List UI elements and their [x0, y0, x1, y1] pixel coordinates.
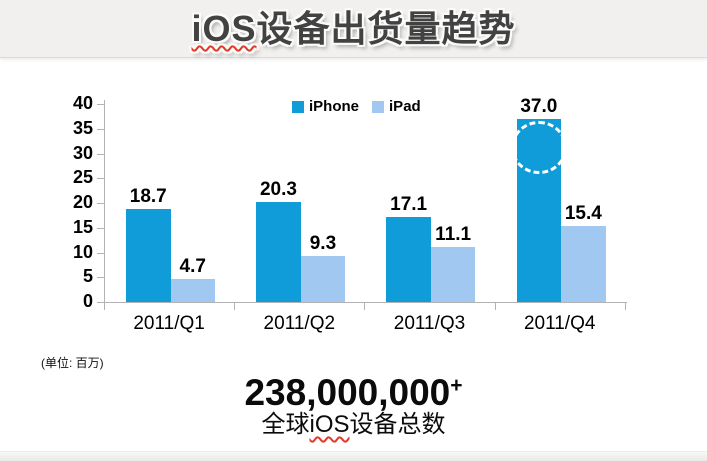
bar-ipad-2011-q2	[300, 255, 346, 302]
bar-iphone-2011-q3	[386, 217, 431, 302]
bar-iphone-2011-q1	[126, 209, 171, 302]
bar-value-label-ipad-2011-q4: 15.4	[564, 202, 602, 224]
bar-value-label-iphone-2011-q2: 20.3	[259, 178, 297, 200]
y-axis-label: 35	[72, 117, 93, 138]
total-number-value: 238,000,000	[244, 372, 451, 413]
bar-ipad-2011-q1	[170, 278, 215, 302]
total-number-plus: +	[450, 374, 463, 397]
y-axis-tick	[97, 153, 104, 155]
y-axis-tick	[97, 227, 104, 229]
y-axis-tick	[97, 104, 104, 105]
bar-value-label-ipad-2011-q1: 4.7	[179, 255, 206, 277]
y-axis-label: 30	[72, 142, 93, 163]
total-number: 238,000,000+	[0, 365, 707, 414]
legend-item-iphone: iPhone	[292, 99, 359, 115]
y-axis-line	[104, 100, 105, 303]
y-axis-tick	[97, 252, 104, 254]
x-axis-line	[104, 302, 627, 303]
y-axis-label: 0	[82, 291, 93, 311]
bar-value-label-iphone-2011-q1: 18.7	[129, 186, 167, 208]
bar-value-label-ipad-2011-q2: 9.3	[309, 232, 337, 254]
x-axis-tick	[624, 302, 626, 310]
slide-title-rest: 设备出货量趋势	[256, 8, 516, 49]
legend-label-ipad: iPad	[389, 98, 421, 115]
x-axis-tick	[104, 302, 105, 310]
x-axis-label: 2011/Q3	[393, 313, 466, 334]
y-axis-label: 25	[72, 167, 93, 188]
bar-ipad-2011-q4	[561, 225, 606, 302]
y-axis-label: 15	[72, 216, 93, 237]
y-axis-tick	[97, 128, 104, 130]
legend: iPhone iPad	[292, 99, 421, 115]
caption: 全球iOS设备总数	[0, 410, 707, 440]
bar-iphone-2011-q2	[256, 201, 301, 302]
legend-swatch-ipad	[372, 101, 385, 113]
y-axis-tick	[97, 178, 104, 180]
legend-label-iphone: iPhone	[309, 98, 360, 115]
legend-swatch-iphone	[292, 101, 304, 113]
caption-ios: iOS	[309, 411, 350, 438]
x-axis-label: 2011/Q4	[523, 313, 596, 334]
y-axis-label: 10	[72, 241, 93, 262]
bar-value-label-iphone-2011-q3: 17.1	[390, 194, 428, 216]
highlight-ellipse	[510, 120, 567, 174]
y-axis-label: 20	[72, 192, 93, 212]
caption-suffix: 设备总数	[349, 411, 446, 438]
y-axis-label: 5	[82, 266, 93, 287]
y-axis-tick	[97, 203, 104, 204]
x-axis-tick	[234, 302, 236, 310]
slide-title-ios: iOS	[191, 8, 257, 49]
slide-title: iOS设备出货量趋势	[0, 7, 707, 51]
x-axis-label: 2011/Q2	[263, 313, 336, 334]
unit-note: (单位: 百万)	[41, 356, 104, 370]
x-axis-label: 2011/Q1	[133, 313, 205, 334]
y-axis-tick	[97, 302, 104, 303]
x-axis-tick	[494, 302, 496, 310]
bar-value-label-iphone-2011-q4: 37.0	[520, 95, 558, 117]
bar-ipad-2011-q3	[430, 247, 476, 302]
x-axis-tick	[364, 302, 366, 310]
y-axis-label: 40	[72, 93, 93, 113]
title-bar: iOS设备出货量趋势	[0, 0, 707, 58]
footer-strip	[0, 451, 707, 461]
caption-prefix: 全球	[261, 411, 310, 438]
y-axis-tick	[97, 277, 104, 279]
bar-value-label-ipad-2011-q3: 11.1	[435, 224, 472, 246]
legend-item-ipad: iPad	[372, 99, 421, 115]
